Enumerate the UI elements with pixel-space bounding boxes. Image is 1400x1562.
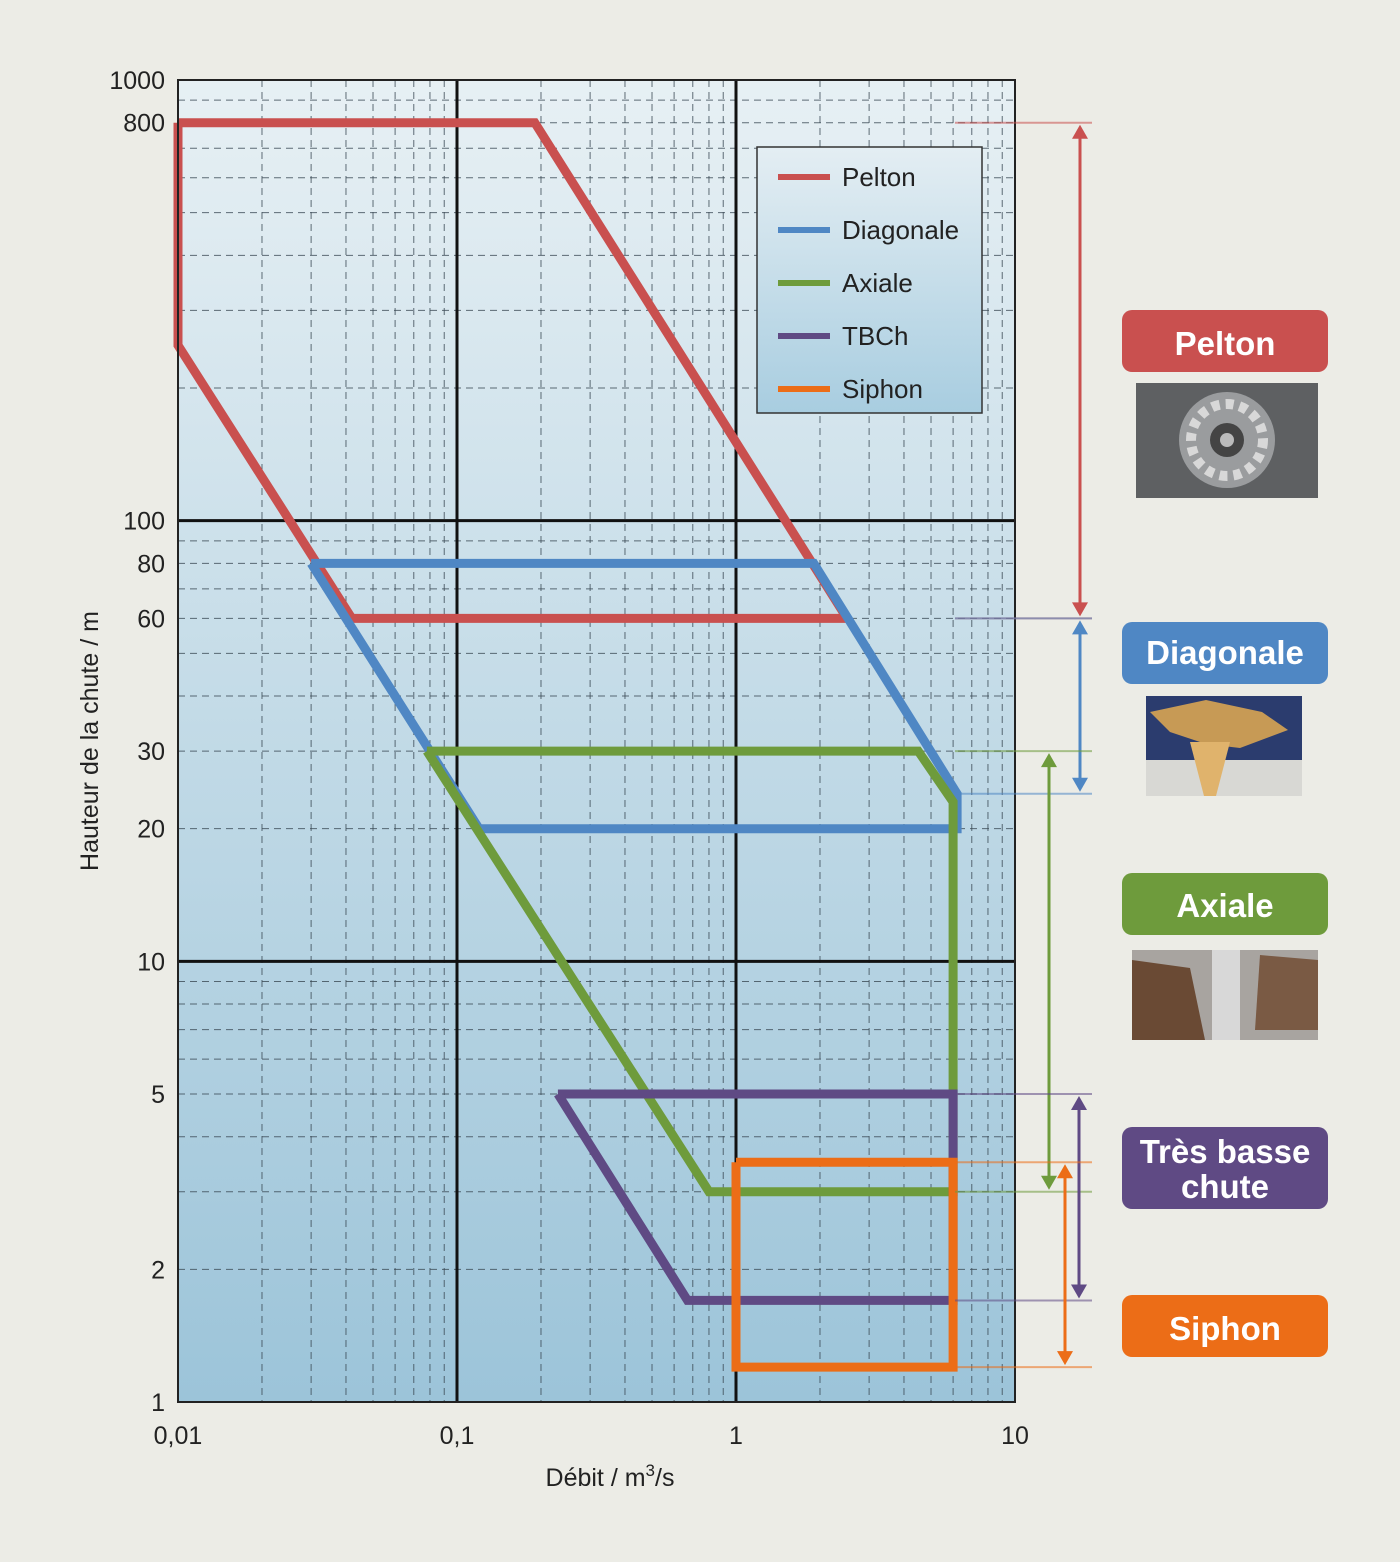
turbine-photo-axiale-blade-left: [1132, 960, 1205, 1040]
range-arrowhead-top-diagonale: [1072, 620, 1088, 635]
y-tick-label: 20: [137, 816, 165, 844]
turbine-photo-diagonale-floor: [1146, 760, 1302, 796]
range-arrowhead-top-axiale: [1041, 753, 1057, 768]
y-tick-label: 2: [151, 1256, 165, 1284]
legend-label-tbch: TBCh: [842, 321, 908, 351]
badge-diagonale: Diagonale: [1122, 622, 1328, 684]
turbine-photo-diagonale-cone: [1190, 742, 1230, 796]
x-axis-title-sup: 3: [646, 1461, 655, 1480]
y-tick-label: 800: [123, 110, 165, 138]
badge-tbch-label-line1: Très basse: [1140, 1133, 1311, 1170]
badge-pelton: Pelton: [1122, 310, 1328, 372]
badge-tbch-label-line2: chute: [1181, 1168, 1269, 1205]
y-tick-label: 80: [137, 550, 165, 578]
plot-frame: [177, 79, 1016, 1403]
y-axis-title: Hauteur de la chute / m: [76, 611, 104, 871]
badge-pelton-bg: [1122, 310, 1328, 372]
range-arrowhead-top-tbch: [1071, 1095, 1087, 1110]
legend: Pelton Diagonale Axiale TBCh Siphon: [756, 146, 983, 414]
y-tick-label: 1: [151, 1389, 165, 1417]
turbine-photo-pelton: [1136, 383, 1318, 498]
turbine-photo-pelton-axle: [1220, 433, 1234, 447]
y-tick-label: 10: [137, 948, 165, 976]
y-tick-labels: 1000 800 100 80 60 30 20 10 5 2 1: [109, 67, 165, 1417]
turbine-photo-axiale-shaft: [1212, 950, 1240, 1040]
range-arrowhead-bottom-axiale: [1041, 1175, 1057, 1190]
x-tick-label: 0,1: [440, 1422, 475, 1450]
x-tick-labels: 0,01 0,1 1 10: [154, 1422, 1029, 1450]
turbine-photo-axiale: [1132, 950, 1318, 1040]
badge-siphon: Siphon: [1122, 1295, 1328, 1357]
badge-siphon-bg: [1122, 1295, 1328, 1357]
range-arrowhead-top-siphon: [1057, 1164, 1073, 1179]
badge-diagonale-bg: [1122, 622, 1328, 684]
series-layer: [173, 118, 962, 1372]
range-indicators: [955, 121, 1092, 1369]
y-tick-label: 60: [137, 605, 165, 633]
series-siphon: [731, 1157, 958, 1372]
range-arrowhead-top-pelton: [1072, 124, 1088, 139]
x-axis-title-main: Débit / m: [546, 1464, 646, 1492]
badge-axiale-bg: [1122, 873, 1328, 935]
badge-tbch: Très basse chute: [1122, 1127, 1328, 1209]
badge-pelton-label: Pelton: [1175, 325, 1276, 362]
y-tick-label: 30: [137, 738, 165, 766]
x-axis-title-suffix: /s: [655, 1464, 674, 1492]
x-tick-label: 0,01: [154, 1422, 203, 1450]
badge-diagonale-label: Diagonale: [1146, 634, 1304, 671]
badge-axiale-label: Axiale: [1176, 887, 1273, 924]
legend-label-diagonale: Diagonale: [842, 215, 959, 245]
y-tick-label: 100: [123, 508, 165, 536]
range-arrowhead-bottom-diagonale: [1072, 777, 1088, 792]
badge-siphon-label: Siphon: [1169, 1310, 1281, 1347]
range-arrowhead-bottom-tbch: [1071, 1284, 1087, 1299]
legend-items: Pelton Diagonale Axiale TBCh Siphon: [778, 162, 959, 404]
legend-label-pelton: Pelton: [842, 162, 916, 192]
range-arrowhead-bottom-pelton: [1072, 602, 1088, 617]
x-axis-title: Débit / m3/s: [546, 1461, 675, 1492]
badge-tbch-bg: [1122, 1127, 1328, 1209]
y-tick-label: 1000: [109, 67, 165, 95]
range-arrowhead-bottom-siphon: [1057, 1351, 1073, 1366]
x-tick-label: 1: [729, 1422, 743, 1450]
turbine-photo-diagonale-blades: [1150, 700, 1288, 748]
y-tick-label: 5: [151, 1081, 165, 1109]
badge-axiale: Axiale: [1122, 873, 1328, 935]
turbine-photo-diagonale: [1146, 696, 1302, 796]
legend-label-siphon: Siphon: [842, 374, 923, 404]
x-tick-label: 10: [1001, 1422, 1029, 1450]
series-axiale: [423, 746, 958, 1197]
turbine-photo-pelton-ring: [1186, 399, 1268, 481]
legend-label-axiale: Axiale: [842, 268, 913, 298]
turbine-photo-axiale-blade-right: [1255, 955, 1318, 1030]
